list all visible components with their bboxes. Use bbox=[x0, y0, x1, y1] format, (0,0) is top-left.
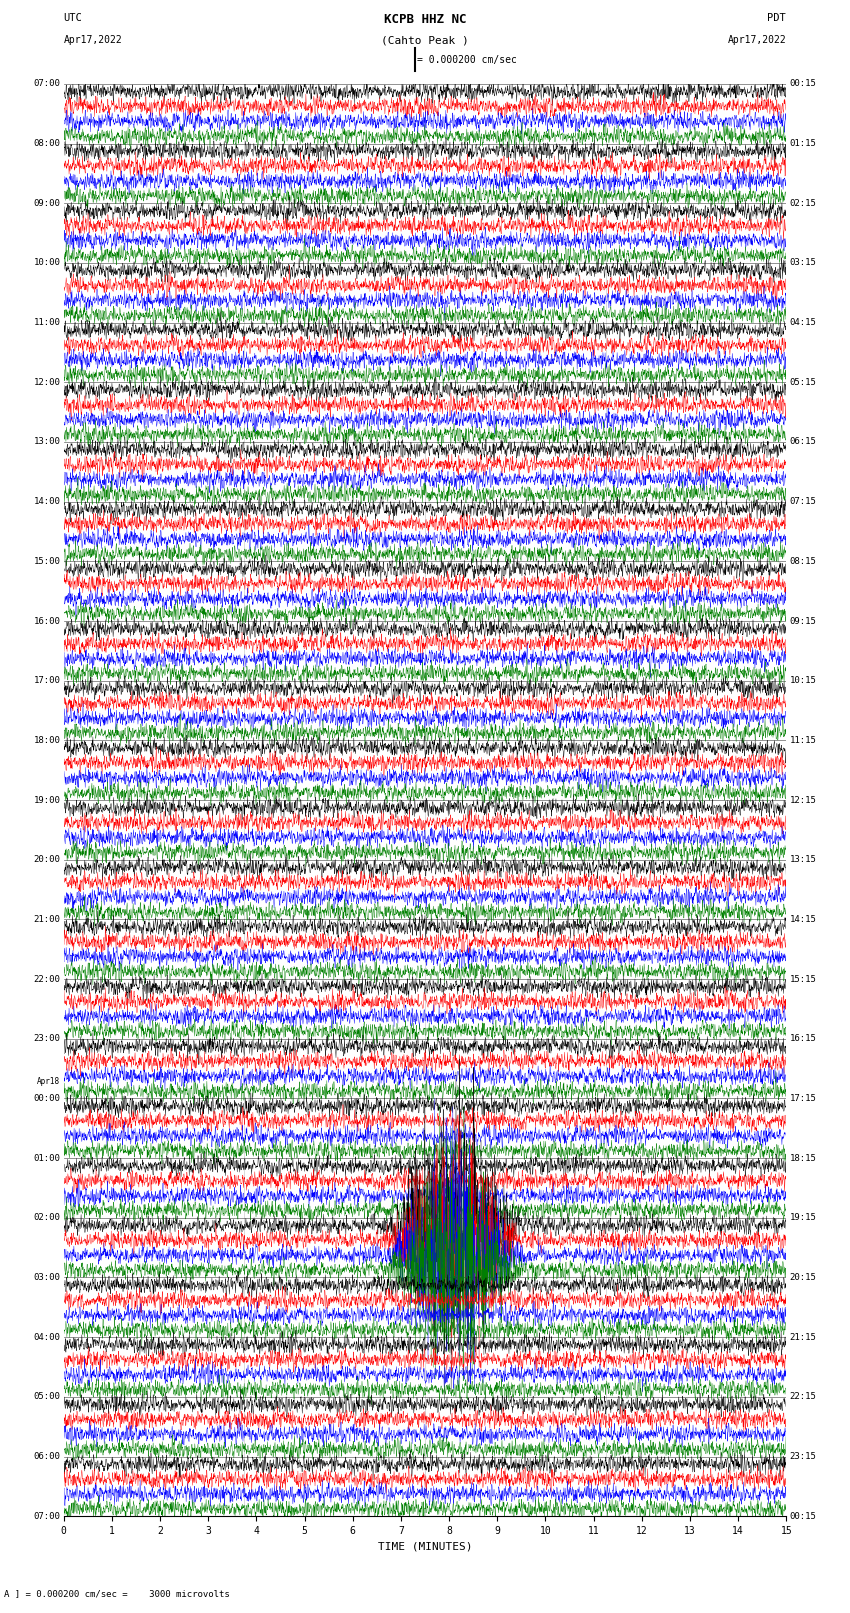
Text: Apr17,2022: Apr17,2022 bbox=[64, 35, 122, 45]
Text: 20:00: 20:00 bbox=[33, 855, 60, 865]
Text: 07:00: 07:00 bbox=[33, 79, 60, 89]
Text: 11:15: 11:15 bbox=[790, 736, 817, 745]
Text: 15:00: 15:00 bbox=[33, 556, 60, 566]
Text: 00:15: 00:15 bbox=[790, 1511, 817, 1521]
Text: 14:00: 14:00 bbox=[33, 497, 60, 506]
Text: 05:00: 05:00 bbox=[33, 1392, 60, 1402]
Text: 17:00: 17:00 bbox=[33, 676, 60, 686]
Text: 12:00: 12:00 bbox=[33, 377, 60, 387]
Text: 14:15: 14:15 bbox=[790, 915, 817, 924]
Text: 23:15: 23:15 bbox=[790, 1452, 817, 1461]
Text: KCPB HHZ NC: KCPB HHZ NC bbox=[383, 13, 467, 26]
Text: 10:00: 10:00 bbox=[33, 258, 60, 268]
Text: 05:15: 05:15 bbox=[790, 377, 817, 387]
Text: 00:15: 00:15 bbox=[790, 79, 817, 89]
Text: UTC: UTC bbox=[64, 13, 82, 23]
Text: 13:15: 13:15 bbox=[790, 855, 817, 865]
Text: 07:00: 07:00 bbox=[33, 1511, 60, 1521]
Text: A ] = 0.000200 cm/sec =    3000 microvolts: A ] = 0.000200 cm/sec = 3000 microvolts bbox=[4, 1589, 230, 1598]
Text: 09:15: 09:15 bbox=[790, 616, 817, 626]
Text: (Cahto Peak ): (Cahto Peak ) bbox=[381, 35, 469, 45]
Text: 07:15: 07:15 bbox=[790, 497, 817, 506]
Text: 20:15: 20:15 bbox=[790, 1273, 817, 1282]
Text: 08:15: 08:15 bbox=[790, 556, 817, 566]
Text: 00:00: 00:00 bbox=[33, 1094, 60, 1103]
Text: Apr17,2022: Apr17,2022 bbox=[728, 35, 786, 45]
Text: 19:00: 19:00 bbox=[33, 795, 60, 805]
Text: PDT: PDT bbox=[768, 13, 786, 23]
Text: 10:15: 10:15 bbox=[790, 676, 817, 686]
Text: 02:00: 02:00 bbox=[33, 1213, 60, 1223]
Text: 01:15: 01:15 bbox=[790, 139, 817, 148]
Text: 03:15: 03:15 bbox=[790, 258, 817, 268]
Text: 09:00: 09:00 bbox=[33, 198, 60, 208]
Text: = 0.000200 cm/sec: = 0.000200 cm/sec bbox=[417, 55, 517, 65]
X-axis label: TIME (MINUTES): TIME (MINUTES) bbox=[377, 1542, 473, 1552]
Text: 12:15: 12:15 bbox=[790, 795, 817, 805]
Text: 21:15: 21:15 bbox=[790, 1332, 817, 1342]
Text: 08:00: 08:00 bbox=[33, 139, 60, 148]
Text: 06:00: 06:00 bbox=[33, 1452, 60, 1461]
Text: 15:15: 15:15 bbox=[790, 974, 817, 984]
Text: Apr18: Apr18 bbox=[37, 1076, 60, 1086]
Text: 04:15: 04:15 bbox=[790, 318, 817, 327]
Text: 21:00: 21:00 bbox=[33, 915, 60, 924]
Text: 19:15: 19:15 bbox=[790, 1213, 817, 1223]
Text: 11:00: 11:00 bbox=[33, 318, 60, 327]
Text: 16:15: 16:15 bbox=[790, 1034, 817, 1044]
Text: 22:15: 22:15 bbox=[790, 1392, 817, 1402]
Text: 22:00: 22:00 bbox=[33, 974, 60, 984]
Text: 18:15: 18:15 bbox=[790, 1153, 817, 1163]
Text: 03:00: 03:00 bbox=[33, 1273, 60, 1282]
Text: 01:00: 01:00 bbox=[33, 1153, 60, 1163]
Text: 16:00: 16:00 bbox=[33, 616, 60, 626]
Text: 18:00: 18:00 bbox=[33, 736, 60, 745]
Text: 13:00: 13:00 bbox=[33, 437, 60, 447]
Text: 02:15: 02:15 bbox=[790, 198, 817, 208]
Text: 17:15: 17:15 bbox=[790, 1094, 817, 1103]
Text: 06:15: 06:15 bbox=[790, 437, 817, 447]
Text: 04:00: 04:00 bbox=[33, 1332, 60, 1342]
Text: 23:00: 23:00 bbox=[33, 1034, 60, 1044]
